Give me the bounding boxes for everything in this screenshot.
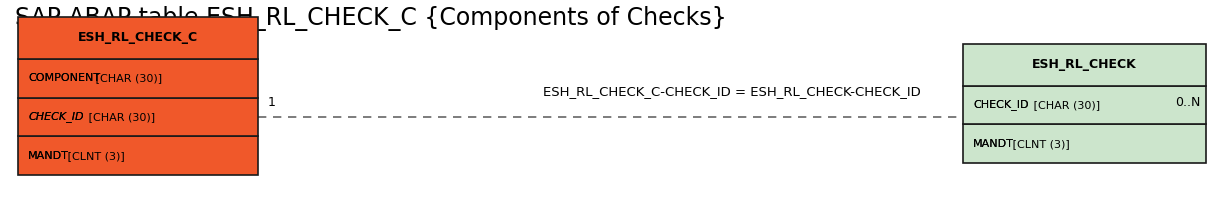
Text: 1: 1 xyxy=(267,97,275,109)
Text: [CHAR (30)]: [CHAR (30)] xyxy=(92,73,162,83)
Text: COMPONENT: COMPONENT xyxy=(28,73,101,83)
Bar xyxy=(18,98,258,136)
Text: SAP ABAP table ESH_RL_CHECK_C {Components of Checks}: SAP ABAP table ESH_RL_CHECK_C {Component… xyxy=(15,6,726,31)
Text: ESH_RL_CHECK: ESH_RL_CHECK xyxy=(1032,58,1137,71)
Text: [CLNT (3)]: [CLNT (3)] xyxy=(64,151,125,161)
Text: MANDT: MANDT xyxy=(973,139,1014,149)
Bar xyxy=(18,136,258,175)
Text: CHECK_ID: CHECK_ID xyxy=(973,100,1028,110)
Text: [CHAR (30)]: [CHAR (30)] xyxy=(85,112,156,122)
Bar xyxy=(963,86,1206,124)
Text: [CLNT (3)]: [CLNT (3)] xyxy=(1009,139,1070,149)
Text: ESH_RL_CHECK_C-CHECK_ID = ESH_RL_CHECK-CHECK_ID: ESH_RL_CHECK_C-CHECK_ID = ESH_RL_CHECK-C… xyxy=(544,85,920,98)
Text: MANDT: MANDT xyxy=(973,139,1014,149)
Text: COMPONENT: COMPONENT xyxy=(28,73,101,83)
Text: CHECK_ID: CHECK_ID xyxy=(28,111,83,122)
Text: [CHAR (30)]: [CHAR (30)] xyxy=(1029,100,1101,110)
Bar xyxy=(18,59,258,98)
Bar xyxy=(963,124,1206,163)
Text: MANDT: MANDT xyxy=(28,151,69,161)
Bar xyxy=(18,17,258,59)
Text: 0..N: 0..N xyxy=(1174,97,1200,109)
Text: ESH_RL_CHECK_C: ESH_RL_CHECK_C xyxy=(79,31,198,44)
Bar xyxy=(963,44,1206,86)
Text: CHECK_ID: CHECK_ID xyxy=(973,100,1028,110)
Text: CHECK_ID: CHECK_ID xyxy=(28,111,83,122)
Text: MANDT: MANDT xyxy=(28,151,69,161)
